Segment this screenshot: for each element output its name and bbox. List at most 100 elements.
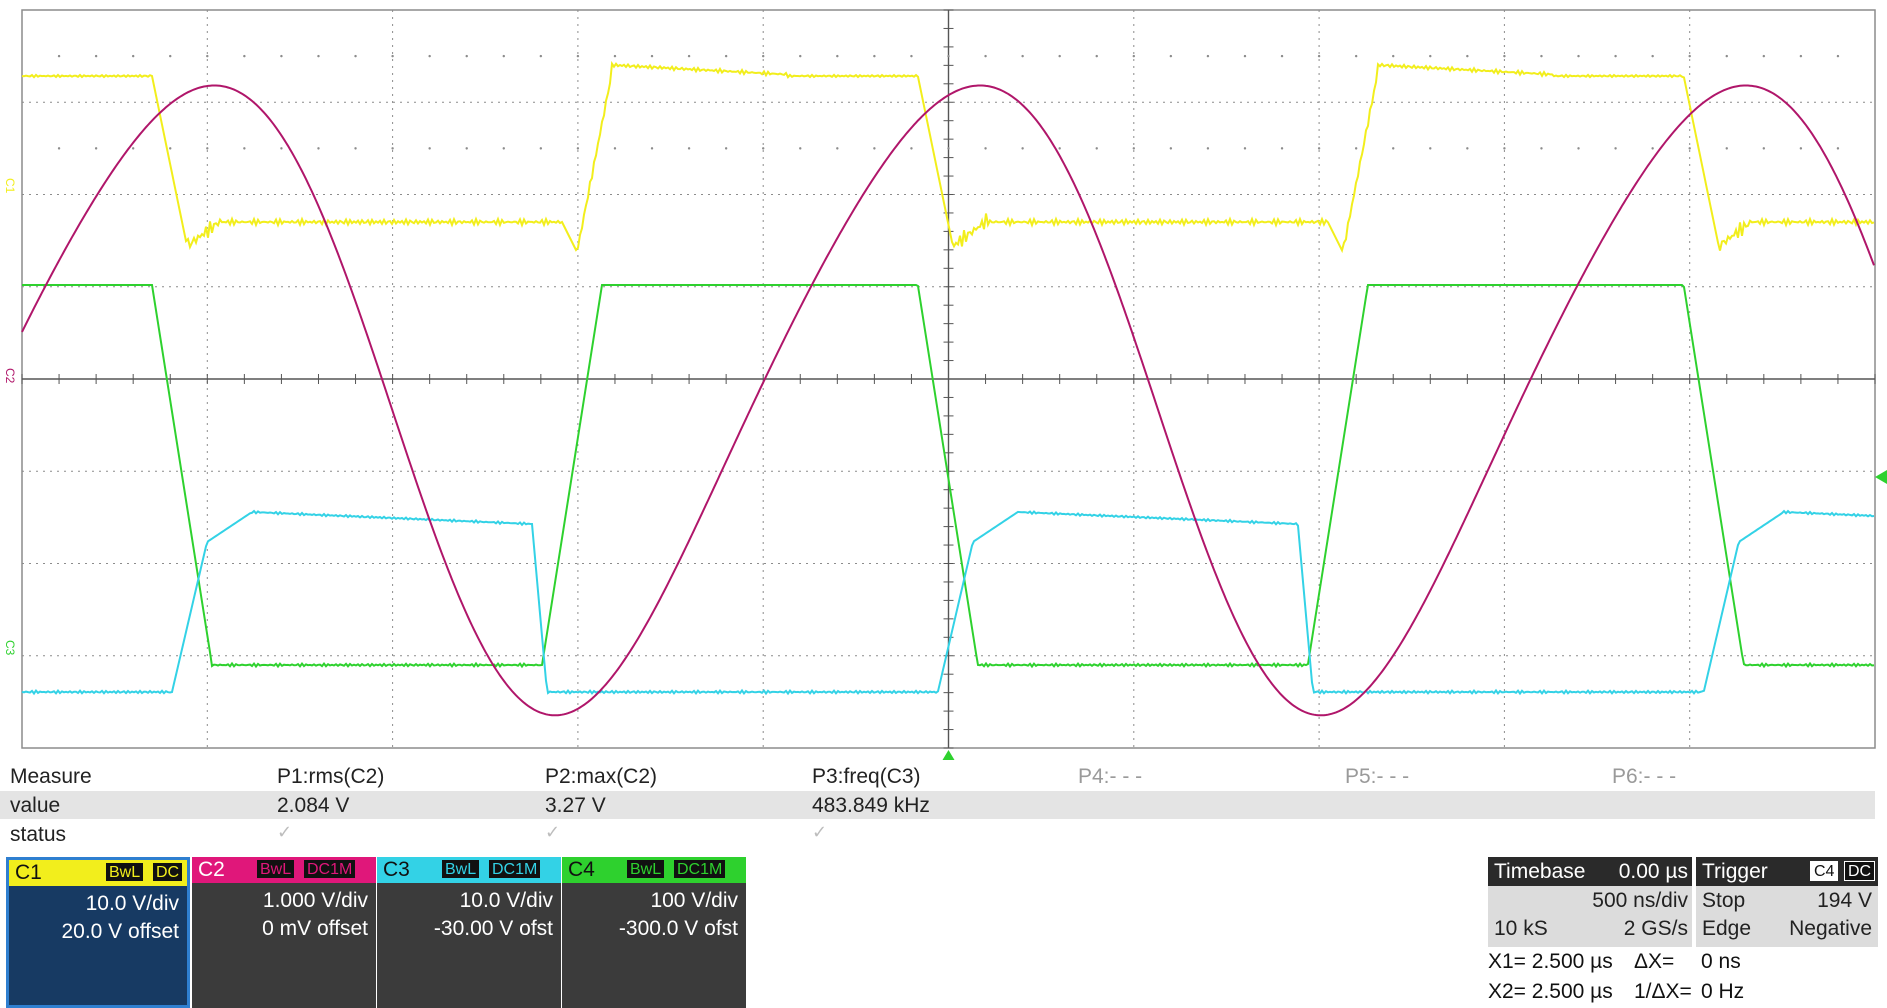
- trigger-level: 194 V: [1817, 889, 1872, 912]
- grid-dot: [465, 54, 468, 58]
- channel-c1-descriptor[interactable]: C1 BwL DC 10.0 V/div 20.0 V offset: [6, 857, 190, 1008]
- measure-p6-header[interactable]: P6:- - -: [1612, 765, 1677, 788]
- grid-dot: [317, 147, 320, 150]
- c3-label: C3: [383, 858, 410, 881]
- timebase-descriptor[interactable]: Timebase 0.00 µs 500 ns/div 10 kS 2 GS/s: [1488, 857, 1692, 1008]
- c3-trace: [21, 509, 1875, 696]
- channel-c2-descriptor[interactable]: C2 BwL DC1M 1.000 V/div 0 mV offset: [192, 857, 376, 1008]
- c2-trace: [21, 84, 1875, 717]
- grid-dot: [1799, 54, 1803, 58]
- grid-dot: [502, 147, 505, 150]
- timebase-sample-rate: 2 GS/s: [1623, 917, 1688, 940]
- c4-header: C4 BwL DC1M: [562, 857, 746, 883]
- cursor-x2: X2= 2.500 µs: [1488, 980, 1613, 1003]
- c1-trace: [21, 60, 1875, 254]
- c4-trace: [22, 284, 1875, 669]
- grid-dot: [1540, 54, 1543, 58]
- grid-dot: [57, 147, 61, 150]
- measure-p3-header[interactable]: P3:freq(C3): [812, 765, 921, 788]
- grid-dot: [280, 147, 283, 150]
- grid-dot: [799, 54, 802, 58]
- waveform-display[interactable]: C1 C2 C3: [0, 0, 1887, 760]
- grid-dot: [1317, 54, 1321, 58]
- c2-header: C2 BwL DC1M: [192, 857, 376, 883]
- c1-header: C1 BwL DC: [9, 860, 187, 886]
- c3-coupling-tag: DC1M: [488, 859, 542, 879]
- trigger-body: Stop 194 V Edge Negative: [1696, 886, 1878, 947]
- measure-p4-header[interactable]: P4:- - -: [1078, 765, 1143, 788]
- p2-status-check-icon: ✓: [545, 822, 561, 842]
- grid-dot: [1799, 147, 1803, 150]
- timebase-header: Timebase 0.00 µs: [1488, 857, 1692, 886]
- cursor-inv-dx-value: 0 Hz: [1701, 980, 1745, 1003]
- cursor-dx-label: ΔX=: [1634, 950, 1675, 973]
- c2-label: C2: [198, 858, 225, 881]
- grid-dot: [465, 147, 468, 150]
- c2-vdiv: 1.000 V/div: [262, 889, 368, 912]
- trigger-mode: Stop: [1702, 889, 1746, 912]
- measure-value-row: value 2.084 V 3.27 V 483.849 kHz: [0, 791, 1875, 819]
- grid-dot: [836, 54, 839, 58]
- grid-dot: [1317, 147, 1321, 150]
- grid-dot: [1429, 54, 1432, 58]
- channel-marker-c3: C3: [3, 640, 17, 656]
- grid-dot: [687, 54, 691, 58]
- c3-vdiv: 10.0 V/div: [459, 889, 553, 912]
- c4-bandwidth-tag: BwL: [626, 859, 666, 879]
- c4-vdiv: 100 V/div: [650, 889, 738, 912]
- c1-coupling-tag: DC: [152, 862, 184, 882]
- trigger-type: Edge: [1702, 917, 1752, 940]
- grid-dot: [1725, 54, 1728, 58]
- cursor-dx-value: 0 ns: [1701, 950, 1741, 973]
- grid-dot: [169, 147, 172, 150]
- grid-dot: [576, 54, 580, 58]
- measure-p1-header[interactable]: P1:rms(C2): [277, 765, 385, 788]
- trigger-level-marker: [1875, 470, 1887, 484]
- grid-dot: [1280, 54, 1284, 58]
- grid-dot: [724, 54, 728, 58]
- measure-p5-header[interactable]: P5:- - -: [1345, 765, 1410, 788]
- channel-c4-descriptor[interactable]: C4 BwL DC1M 100 V/div -300.0 V ofst: [562, 857, 746, 1008]
- timebase-body: 500 ns/div 10 kS 2 GS/s: [1488, 886, 1692, 947]
- trigger-header: Trigger C4 DC: [1696, 857, 1878, 886]
- measure-p2-value: 3.27 V: [545, 794, 606, 817]
- grid-dot: [762, 54, 765, 58]
- p1-status-check-icon: ✓: [277, 822, 293, 842]
- channel-marker-c2: C2: [3, 368, 17, 384]
- grid-dot: [539, 54, 543, 58]
- grid-dot: [650, 147, 654, 150]
- grid-dot: [984, 147, 987, 150]
- grid-dot: [1540, 147, 1543, 150]
- channel-c3-descriptor[interactable]: C3 BwL DC1M 10.0 V/div -30.00 V ofst: [377, 857, 561, 1008]
- grid-dot: [1836, 54, 1840, 58]
- timebase-samples: 10 kS: [1494, 917, 1548, 940]
- grid-dot: [1206, 147, 1210, 150]
- channel-marker-c1: C1: [3, 178, 17, 194]
- grid-dot: [1836, 147, 1840, 150]
- timebase-delay: 0.00 µs: [1618, 860, 1688, 883]
- c4-offset: -300.0 V ofst: [618, 917, 738, 940]
- c1-bandwidth-tag: BwL: [105, 862, 145, 882]
- grid-dot: [1280, 147, 1284, 150]
- c2-coupling-tag: DC1M: [303, 859, 357, 879]
- trigger-descriptor[interactable]: Trigger C4 DC Stop 194 V Edge Negative: [1696, 857, 1878, 947]
- grid-dot: [1132, 54, 1136, 58]
- grid-dot: [1132, 147, 1136, 150]
- grid-dot: [1762, 54, 1766, 58]
- grid-dot: [502, 54, 505, 58]
- trigger-label: Trigger: [1702, 860, 1768, 883]
- trigger-slope: Negative: [1789, 917, 1872, 940]
- grid-dot: [1503, 147, 1506, 150]
- grid-dot: [799, 147, 802, 150]
- grid-dot: [428, 54, 431, 58]
- grid-dot: [1058, 54, 1061, 58]
- grid-dot: [94, 54, 98, 58]
- measure-p2-header[interactable]: P2:max(C2): [545, 765, 658, 788]
- grid-dot: [354, 147, 357, 150]
- grid-dot: [1503, 54, 1506, 58]
- trigger-source-tag: C4: [1810, 861, 1839, 881]
- grid-dot: [280, 54, 283, 58]
- p3-status-check-icon: ✓: [812, 822, 828, 842]
- grid-dot: [1429, 147, 1432, 150]
- c4-label: C4: [568, 858, 595, 881]
